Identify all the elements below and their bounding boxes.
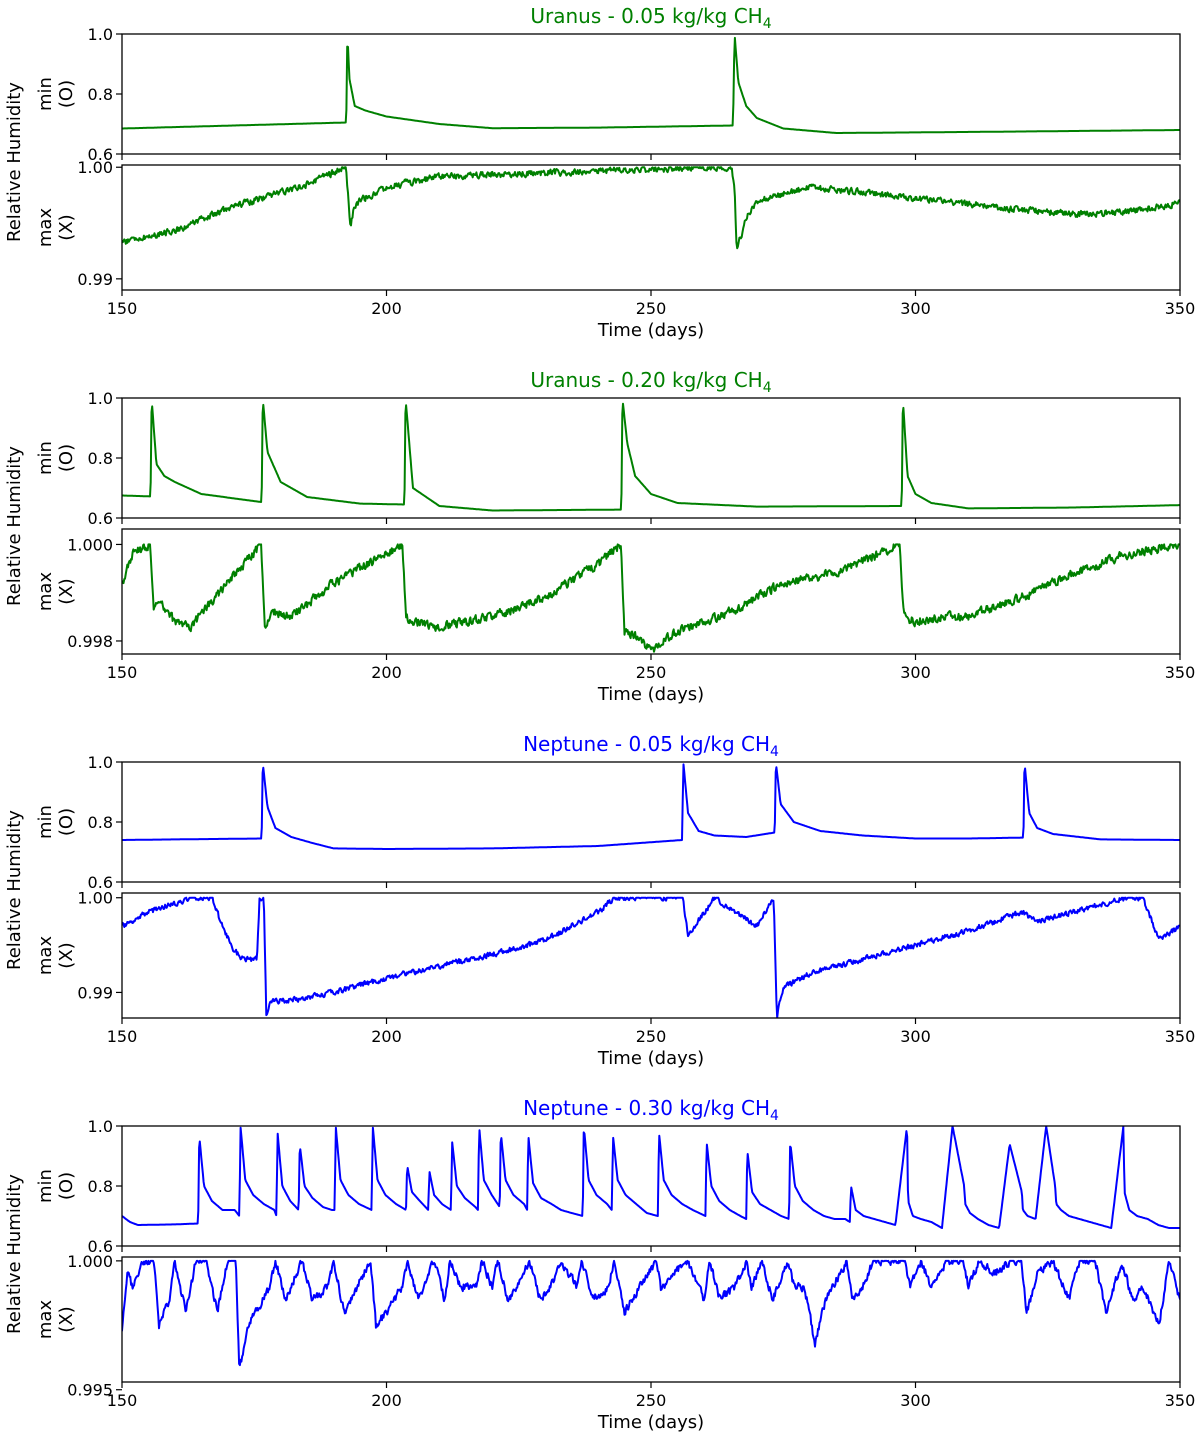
panel-ylabel-line2: (O): [56, 444, 77, 472]
panel-ylabel-line1: max: [35, 1300, 56, 1340]
x-tick-label: 150: [107, 299, 138, 318]
y-tick-label: 0.8: [88, 813, 113, 832]
x-tick-label: 150: [107, 663, 138, 682]
chart-title: Uranus - 0.05 kg/kg CH4: [530, 4, 771, 32]
y-tick-label: 0.995: [67, 1381, 113, 1400]
x-tick-label: 300: [900, 1027, 931, 1046]
panel-ylabel-line2: (O): [56, 1172, 77, 1200]
axes-frame: [121, 397, 1181, 519]
y-axis-label: Relative Humidity: [4, 446, 25, 606]
y-axis-label: Relative Humidity: [4, 82, 25, 242]
y-tick-label: 1.0: [88, 389, 113, 408]
y-tick-label: 0.6: [88, 145, 113, 164]
series-line-min: [122, 1126, 1180, 1229]
panel-ylabel-line2: (X): [56, 942, 77, 968]
x-tick-label: 150: [107, 1391, 138, 1410]
panel-ylabel-line1: min: [35, 1169, 56, 1203]
y-tick-label: 0.6: [88, 1237, 113, 1256]
y-tick-label: 0.99: [77, 270, 113, 289]
x-tick-label: 300: [900, 299, 931, 318]
x-tick-label: 350: [1165, 1391, 1196, 1410]
chart-4: Neptune - 0.30 kg/kg CH4 Relative Humidit…: [4, 1096, 1195, 1433]
y-tick-label: 0.6: [88, 873, 113, 892]
series-line-min: [122, 763, 1180, 850]
panel-max: 0.998 1.000 max (X): [35, 528, 1181, 660]
panel-ylabel-line2: (O): [56, 80, 77, 108]
panel-min: 0.6 0.8 1.0 min (O): [35, 389, 1181, 528]
y-tick-label: 1.0: [88, 25, 113, 44]
x-axis-label: Time (days): [597, 1412, 704, 1433]
panel-max: 0.99 1.00 max (X): [35, 158, 1181, 296]
series-line-min: [122, 36, 1180, 134]
y-tick-label: 1.0: [88, 1117, 113, 1136]
panel-max: 0.995 1.000 max (X): [35, 1252, 1181, 1400]
axes-frame: [121, 761, 1181, 883]
x-tick-label: 250: [636, 663, 667, 682]
panel-ylabel-line1: max: [35, 936, 56, 976]
x-tick-label: 200: [371, 1027, 402, 1046]
chart-1: Uranus - 0.05 kg/kg CH4 Relative Humidity…: [4, 4, 1195, 341]
x-tick-label: 300: [900, 1391, 931, 1410]
y-tick-label: 0.6: [88, 509, 113, 528]
panel-min: 0.6 0.8 1.0 min (O): [35, 1117, 1181, 1256]
x-axis-label: Time (days): [597, 320, 704, 341]
y-tick-label: 1.00: [77, 158, 113, 177]
x-tick-label: 250: [636, 299, 667, 318]
x-tick-label: 350: [1165, 1027, 1196, 1046]
chart-title: Neptune - 0.30 kg/kg CH4: [523, 1096, 779, 1124]
panel-min: 0.6 0.8 1.0 min (O): [35, 25, 1181, 164]
axes-frame: [121, 164, 1181, 291]
panel-ylabel-line2: (O): [56, 808, 77, 836]
panel-ylabel-line1: min: [35, 441, 56, 475]
series-line-max: [122, 543, 1180, 653]
chart-title: Uranus - 0.20 kg/kg CH4: [530, 368, 771, 396]
y-tick-label: 1.0: [88, 753, 113, 772]
y-axis-label: Relative Humidity: [4, 1174, 25, 1334]
y-tick-label: 0.8: [88, 1177, 113, 1196]
series-line-max: [122, 166, 1180, 250]
y-tick-label: 1.000: [67, 1252, 113, 1271]
panel-ylabel-line1: max: [35, 208, 56, 248]
series-line-max: [122, 896, 1180, 1018]
y-tick-label: 0.8: [88, 449, 113, 468]
panel-ylabel-line2: (X): [56, 1306, 77, 1332]
x-tick-label: 250: [636, 1391, 667, 1410]
x-tick-label: 150: [107, 1027, 138, 1046]
chart-title: Neptune - 0.05 kg/kg CH4: [523, 732, 779, 760]
panel-min: 0.6 0.8 1.0 min (O): [35, 753, 1181, 892]
x-tick-label: 250: [636, 1027, 667, 1046]
y-tick-label: 0.99: [77, 983, 113, 1002]
chart-3: Neptune - 0.05 kg/kg CH4 Relative Humidit…: [4, 732, 1195, 1069]
x-axis-label: Time (days): [597, 684, 704, 705]
x-tick-label: 200: [371, 1391, 402, 1410]
chart-2: Uranus - 0.20 kg/kg CH4 Relative Humidity…: [4, 368, 1195, 705]
y-tick-label: 0.998: [67, 632, 113, 651]
y-tick-label: 0.8: [88, 85, 113, 104]
x-axis-label: Time (days): [597, 1048, 704, 1069]
x-tick-label: 200: [371, 663, 402, 682]
x-tick-label: 300: [900, 663, 931, 682]
series-line-max: [122, 1259, 1180, 1367]
panel-ylabel-line1: max: [35, 572, 56, 612]
panel-ylabel-line2: (X): [56, 578, 77, 604]
x-tick-label: 350: [1165, 663, 1196, 682]
y-tick-label: 1.000: [67, 535, 113, 554]
x-tick-label: 350: [1165, 299, 1196, 318]
y-axis-label: Relative Humidity: [4, 810, 25, 970]
axes-frame: [121, 33, 1181, 155]
panel-ylabel-line1: min: [35, 77, 56, 111]
x-tick-label: 200: [371, 299, 402, 318]
axes-frame: [121, 528, 1181, 655]
panel-ylabel-line1: min: [35, 805, 56, 839]
panel-max: 0.99 1.00 max (X): [35, 889, 1181, 1024]
series-line-min: [122, 402, 1180, 512]
y-tick-label: 1.00: [77, 889, 113, 908]
panel-ylabel-line2: (X): [56, 214, 77, 240]
